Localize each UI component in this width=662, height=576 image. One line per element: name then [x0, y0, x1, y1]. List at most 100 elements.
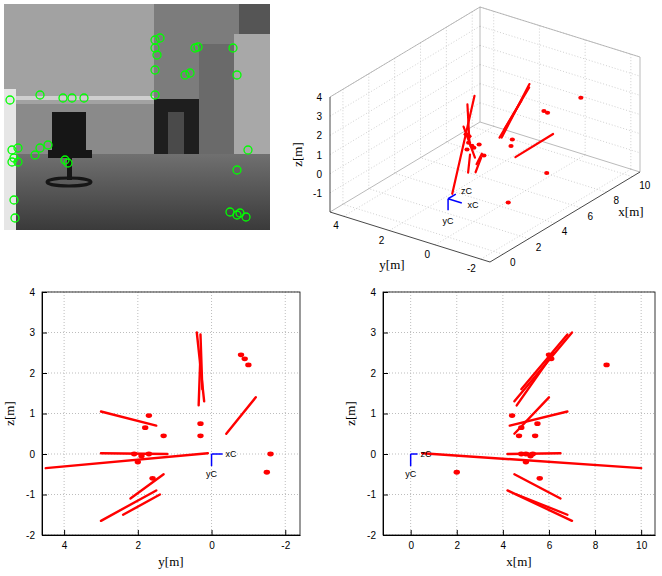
grid-line	[481, 169, 631, 259]
grid-line	[330, 7, 480, 97]
tick: 4	[62, 530, 68, 551]
camera-axis	[447, 199, 449, 211]
grid-line	[480, 45, 640, 95]
landmark	[242, 356, 248, 361]
tick-mark	[42, 373, 47, 374]
ray	[226, 397, 255, 433]
landmark	[523, 460, 529, 465]
grid-line	[389, 141, 539, 231]
tick-label: 1	[370, 408, 376, 419]
tick-label: 10	[639, 180, 651, 191]
grid-line	[330, 65, 480, 155]
panel-2d: 0246810-2-101234x[m]z[m]zCyC	[343, 287, 656, 569]
tick: 1	[370, 408, 388, 419]
tick-mark	[138, 530, 139, 535]
tick-mark	[64, 530, 65, 535]
tick: -2	[367, 530, 388, 541]
camera-axis	[211, 454, 213, 466]
tick: 4	[29, 287, 47, 298]
tick-mark	[457, 530, 458, 535]
grid-line	[456, 292, 457, 535]
grid-line	[42, 373, 300, 374]
x-axis: 0246810	[384, 530, 656, 551]
landmark	[464, 148, 469, 152]
feature-point	[44, 141, 52, 149]
y-axis-line	[330, 212, 490, 262]
landmark	[530, 452, 536, 457]
tick: 4	[501, 530, 507, 551]
x-axis: 4 2 0 -2	[43, 530, 301, 551]
feature-point	[31, 151, 39, 159]
ray	[514, 397, 549, 433]
feature-point	[64, 159, 72, 167]
grid-line	[330, 103, 480, 193]
landmark	[532, 433, 538, 438]
tick-label: -2	[281, 540, 290, 551]
grid	[42, 292, 300, 535]
tick-label: 4	[62, 540, 68, 551]
landmark	[603, 363, 609, 368]
grid-line	[480, 7, 640, 57]
tick-mark	[411, 530, 412, 535]
tick-mark	[383, 292, 388, 293]
tick-label: 4	[316, 92, 322, 103]
landmark	[197, 421, 203, 426]
tick-label: 3	[29, 327, 35, 338]
tick-mark	[42, 292, 47, 293]
tick: 0	[408, 530, 414, 551]
feature-point	[11, 214, 19, 222]
camera-axis	[448, 199, 462, 203]
tick-label: -1	[26, 489, 35, 500]
tick-mark	[383, 333, 388, 334]
feature-point	[153, 51, 161, 59]
landmark	[477, 142, 482, 146]
tick: 0	[29, 449, 47, 460]
feature-point	[186, 69, 194, 77]
ray	[123, 495, 160, 515]
tick: -2	[281, 530, 290, 551]
image-region	[4, 96, 154, 100]
landmark	[518, 452, 524, 457]
tick-label: 0	[209, 540, 215, 551]
landmark	[138, 454, 144, 459]
tick-label: 2	[29, 368, 35, 379]
tick-label: 2	[379, 235, 385, 246]
landmark	[545, 111, 550, 115]
plot-background	[42, 292, 300, 535]
grid-line	[383, 332, 655, 333]
feature-point	[233, 71, 241, 79]
feature-point	[14, 158, 22, 166]
data	[46, 333, 274, 521]
landmark	[548, 356, 554, 361]
tick-mark	[549, 530, 550, 535]
ray	[101, 490, 156, 520]
grid-line	[595, 292, 596, 535]
tick-mark	[383, 454, 388, 455]
tick-label: 2	[136, 540, 142, 551]
tick-mark	[641, 530, 642, 535]
grid-line	[480, 65, 640, 115]
tick-label: 8	[593, 540, 599, 551]
grid-line	[330, 84, 480, 174]
feature-point	[233, 166, 241, 174]
camera-axis	[410, 454, 412, 466]
feature-point	[242, 213, 250, 221]
figure: 0246810-2024-101234x[m]y[m]z[m]zCxCyC420…	[0, 0, 662, 576]
landmark	[264, 470, 270, 475]
image-region	[4, 4, 270, 230]
ray	[500, 101, 522, 138]
feature-point	[244, 146, 252, 154]
data	[452, 84, 583, 204]
grid-line	[493, 11, 494, 126]
grid-line	[42, 494, 300, 495]
ray	[521, 335, 567, 390]
tick-label: 3	[370, 327, 376, 338]
tick: 1	[29, 408, 47, 419]
landmark	[506, 201, 511, 205]
feature-point	[181, 71, 189, 79]
axis-title: z[m]	[2, 401, 17, 426]
camera-label: yC	[443, 216, 455, 226]
tick-label: 6	[588, 211, 594, 222]
ray	[517, 495, 568, 515]
camera-label: xC	[468, 200, 480, 210]
